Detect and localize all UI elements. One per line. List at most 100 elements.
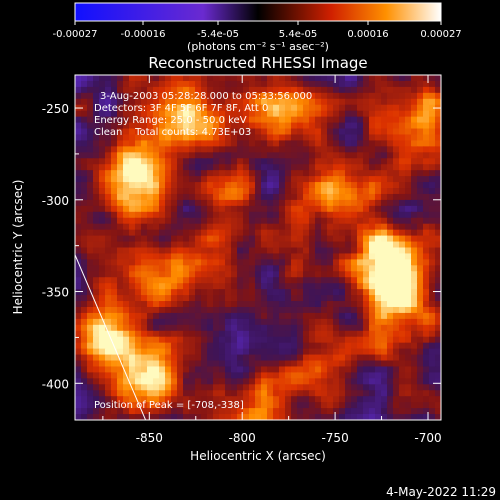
heatmap-cell — [423, 199, 430, 207]
heatmap-cell — [201, 176, 208, 183]
heatmap-cell — [351, 75, 358, 82]
heatmap-cell — [339, 158, 346, 165]
heatmap-cell — [351, 289, 358, 296]
heatmap-cell — [201, 116, 208, 124]
annotation-detectors: Detectors: 3F 4F 5F 6F 7F 8F, Att 0 — [94, 103, 268, 114]
heatmap-cell — [381, 247, 388, 255]
heatmap-cell — [339, 295, 346, 302]
heatmap-cell — [231, 324, 238, 332]
heatmap-cell — [249, 342, 256, 350]
heatmap-cell — [351, 176, 358, 183]
heatmap-cell — [237, 342, 244, 350]
heatmap-cell — [93, 348, 100, 356]
heatmap-cell — [201, 402, 208, 409]
heatmap-cell — [93, 229, 100, 237]
heatmap-cell — [249, 152, 256, 159]
heatmap-cell — [117, 128, 124, 136]
footer-timestamp: 4-May-2022 11:29 — [386, 485, 496, 499]
heatmap-cell — [339, 312, 346, 320]
heatmap-cell — [423, 223, 430, 231]
heatmap-cell — [165, 122, 172, 130]
heatmap-cell — [159, 318, 166, 326]
heatmap-cell — [339, 211, 346, 219]
heatmap-cell — [231, 223, 238, 231]
heatmap-cell — [273, 75, 280, 82]
heatmap-cell — [285, 170, 292, 177]
heatmap-cell — [261, 247, 268, 255]
heatmap-cell — [81, 92, 88, 100]
heatmap-cell — [405, 164, 412, 171]
heatmap-cell — [117, 241, 124, 249]
heatmap-cell — [117, 223, 124, 231]
heatmap-cell — [279, 289, 286, 296]
heatmap-cell — [123, 229, 130, 237]
heatmap-cell — [327, 229, 334, 237]
heatmap-cell — [75, 396, 82, 403]
heatmap-cell — [255, 318, 262, 326]
heatmap-cell — [213, 271, 220, 278]
heatmap-cell — [219, 253, 226, 260]
heatmap-cell — [189, 134, 196, 142]
heatmap-cell — [429, 128, 436, 136]
heatmap-cell — [393, 384, 400, 391]
heatmap-cell — [183, 241, 190, 249]
heatmap-cell — [105, 92, 112, 100]
heatmap-cell — [111, 75, 118, 82]
heatmap-cell — [363, 247, 370, 255]
heatmap-cell — [147, 348, 154, 356]
heatmap-cell — [201, 146, 208, 153]
heatmap-cell — [315, 283, 322, 290]
heatmap-cell — [201, 342, 208, 350]
heatmap-cell — [195, 229, 202, 237]
heatmap-cell — [135, 217, 142, 225]
heatmap-cell — [381, 318, 388, 326]
heatmap-cell — [171, 318, 178, 326]
heatmap-cell — [387, 205, 394, 213]
heatmap-cell — [339, 253, 346, 260]
heatmap-cell — [399, 134, 406, 142]
heatmap-cell — [213, 360, 220, 368]
heatmap-cell — [279, 235, 286, 243]
heatmap-cell — [111, 277, 118, 284]
heatmap-cell — [363, 378, 370, 385]
heatmap-cell — [225, 271, 232, 278]
heatmap-cell — [309, 283, 316, 290]
heatmap-cell — [417, 98, 424, 106]
heatmap-cell — [81, 75, 88, 82]
heatmap-cell — [273, 372, 280, 379]
heatmap-cell — [399, 158, 406, 165]
heatmap-cell — [357, 235, 364, 243]
heatmap-cell — [111, 402, 118, 409]
heatmap-cell — [327, 318, 334, 326]
heatmap-cell — [165, 390, 172, 397]
heatmap-cell — [141, 259, 148, 266]
heatmap-cell — [369, 306, 376, 314]
heatmap-cell — [297, 360, 304, 368]
heatmap-cell — [297, 283, 304, 290]
heatmap-cell — [429, 283, 436, 290]
heatmap-cell — [285, 80, 292, 88]
heatmap-cell — [123, 86, 130, 94]
heatmap-cell — [405, 235, 412, 243]
heatmap-cell — [99, 390, 106, 397]
heatmap-cell — [267, 176, 274, 183]
heatmap-cell — [351, 98, 358, 106]
heatmap-cell — [201, 336, 208, 344]
heatmap-cell — [273, 318, 280, 326]
heatmap-cell — [279, 247, 286, 255]
heatmap-cell — [255, 312, 262, 320]
heatmap-cell — [201, 378, 208, 385]
heatmap-cell — [201, 277, 208, 284]
heatmap-cell — [111, 193, 118, 201]
heatmap-cell — [219, 384, 226, 391]
heatmap-cell — [207, 104, 214, 112]
heatmap-cell — [357, 217, 364, 225]
heatmap-cell — [321, 253, 328, 260]
heatmap-cell — [369, 235, 376, 243]
heatmap-cell — [303, 342, 310, 350]
heatmap-cell — [303, 223, 310, 231]
heatmap-cell — [333, 318, 340, 326]
heatmap-cell — [111, 247, 118, 255]
heatmap-cell — [249, 86, 256, 94]
heatmap-cell — [381, 92, 388, 100]
